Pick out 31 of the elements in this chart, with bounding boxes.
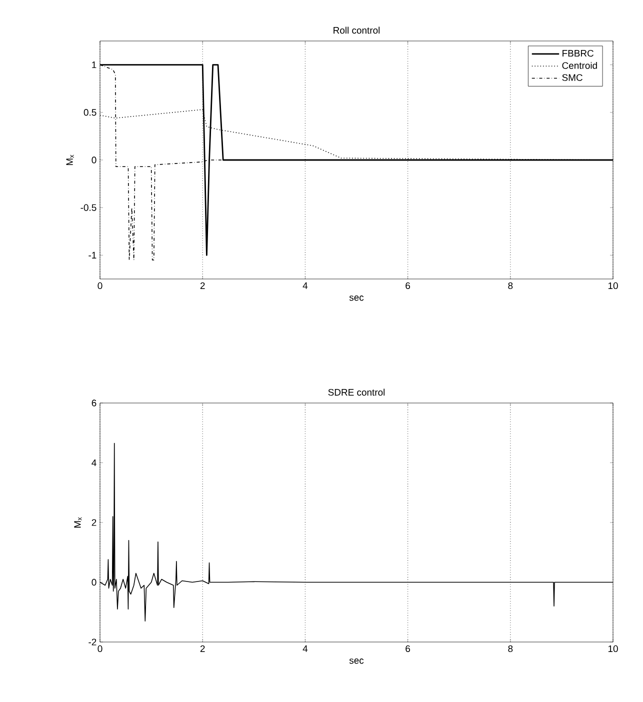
y-tick-label: 0.5 [84, 109, 96, 116]
x-tick-label: 6 [406, 645, 410, 652]
legend-label: Centroid [562, 62, 597, 69]
x-tick-label: 8 [508, 282, 513, 290]
y-tick-label: -1 [88, 252, 96, 258]
x-tick-label: 4 [302, 282, 308, 289]
x-tick-label: 6 [406, 282, 410, 290]
x-tick-label: 2 [200, 282, 205, 289]
y-tick-label: 2 [92, 519, 96, 526]
chart-title: Roll control [334, 26, 380, 34]
x-tick-label: 4 [302, 645, 308, 652]
y-axis-title: M$_{x}$ [66, 154, 74, 166]
x-tick-label: 10 [608, 282, 618, 290]
y-tick-label: -0.5 [80, 204, 96, 211]
x-tick-label: 8 [508, 645, 513, 652]
y-tick-label: 4 [92, 459, 96, 466]
y-axis-title: M$_{x}$ [74, 517, 82, 528]
x-tick-label: 10 [608, 645, 618, 652]
x-axis-title: sec [349, 658, 364, 664]
y-tick-label: 1 [92, 62, 96, 68]
y-tick-label: 0 [92, 578, 96, 586]
x-tick-label: 0 [98, 645, 102, 652]
x-tick-label: 0 [98, 282, 102, 290]
y-tick-label: 0 [92, 156, 96, 164]
x-tick-label: 2 [200, 645, 205, 652]
x-axis-title: sec [349, 296, 364, 301]
legend-label: FBBRC [562, 50, 594, 57]
y-tick-label: 6 [92, 400, 96, 406]
y-tick-label: -2 [88, 638, 96, 646]
legend-label: SMC [562, 74, 582, 81]
chart-title: SDRE control [328, 388, 385, 396]
